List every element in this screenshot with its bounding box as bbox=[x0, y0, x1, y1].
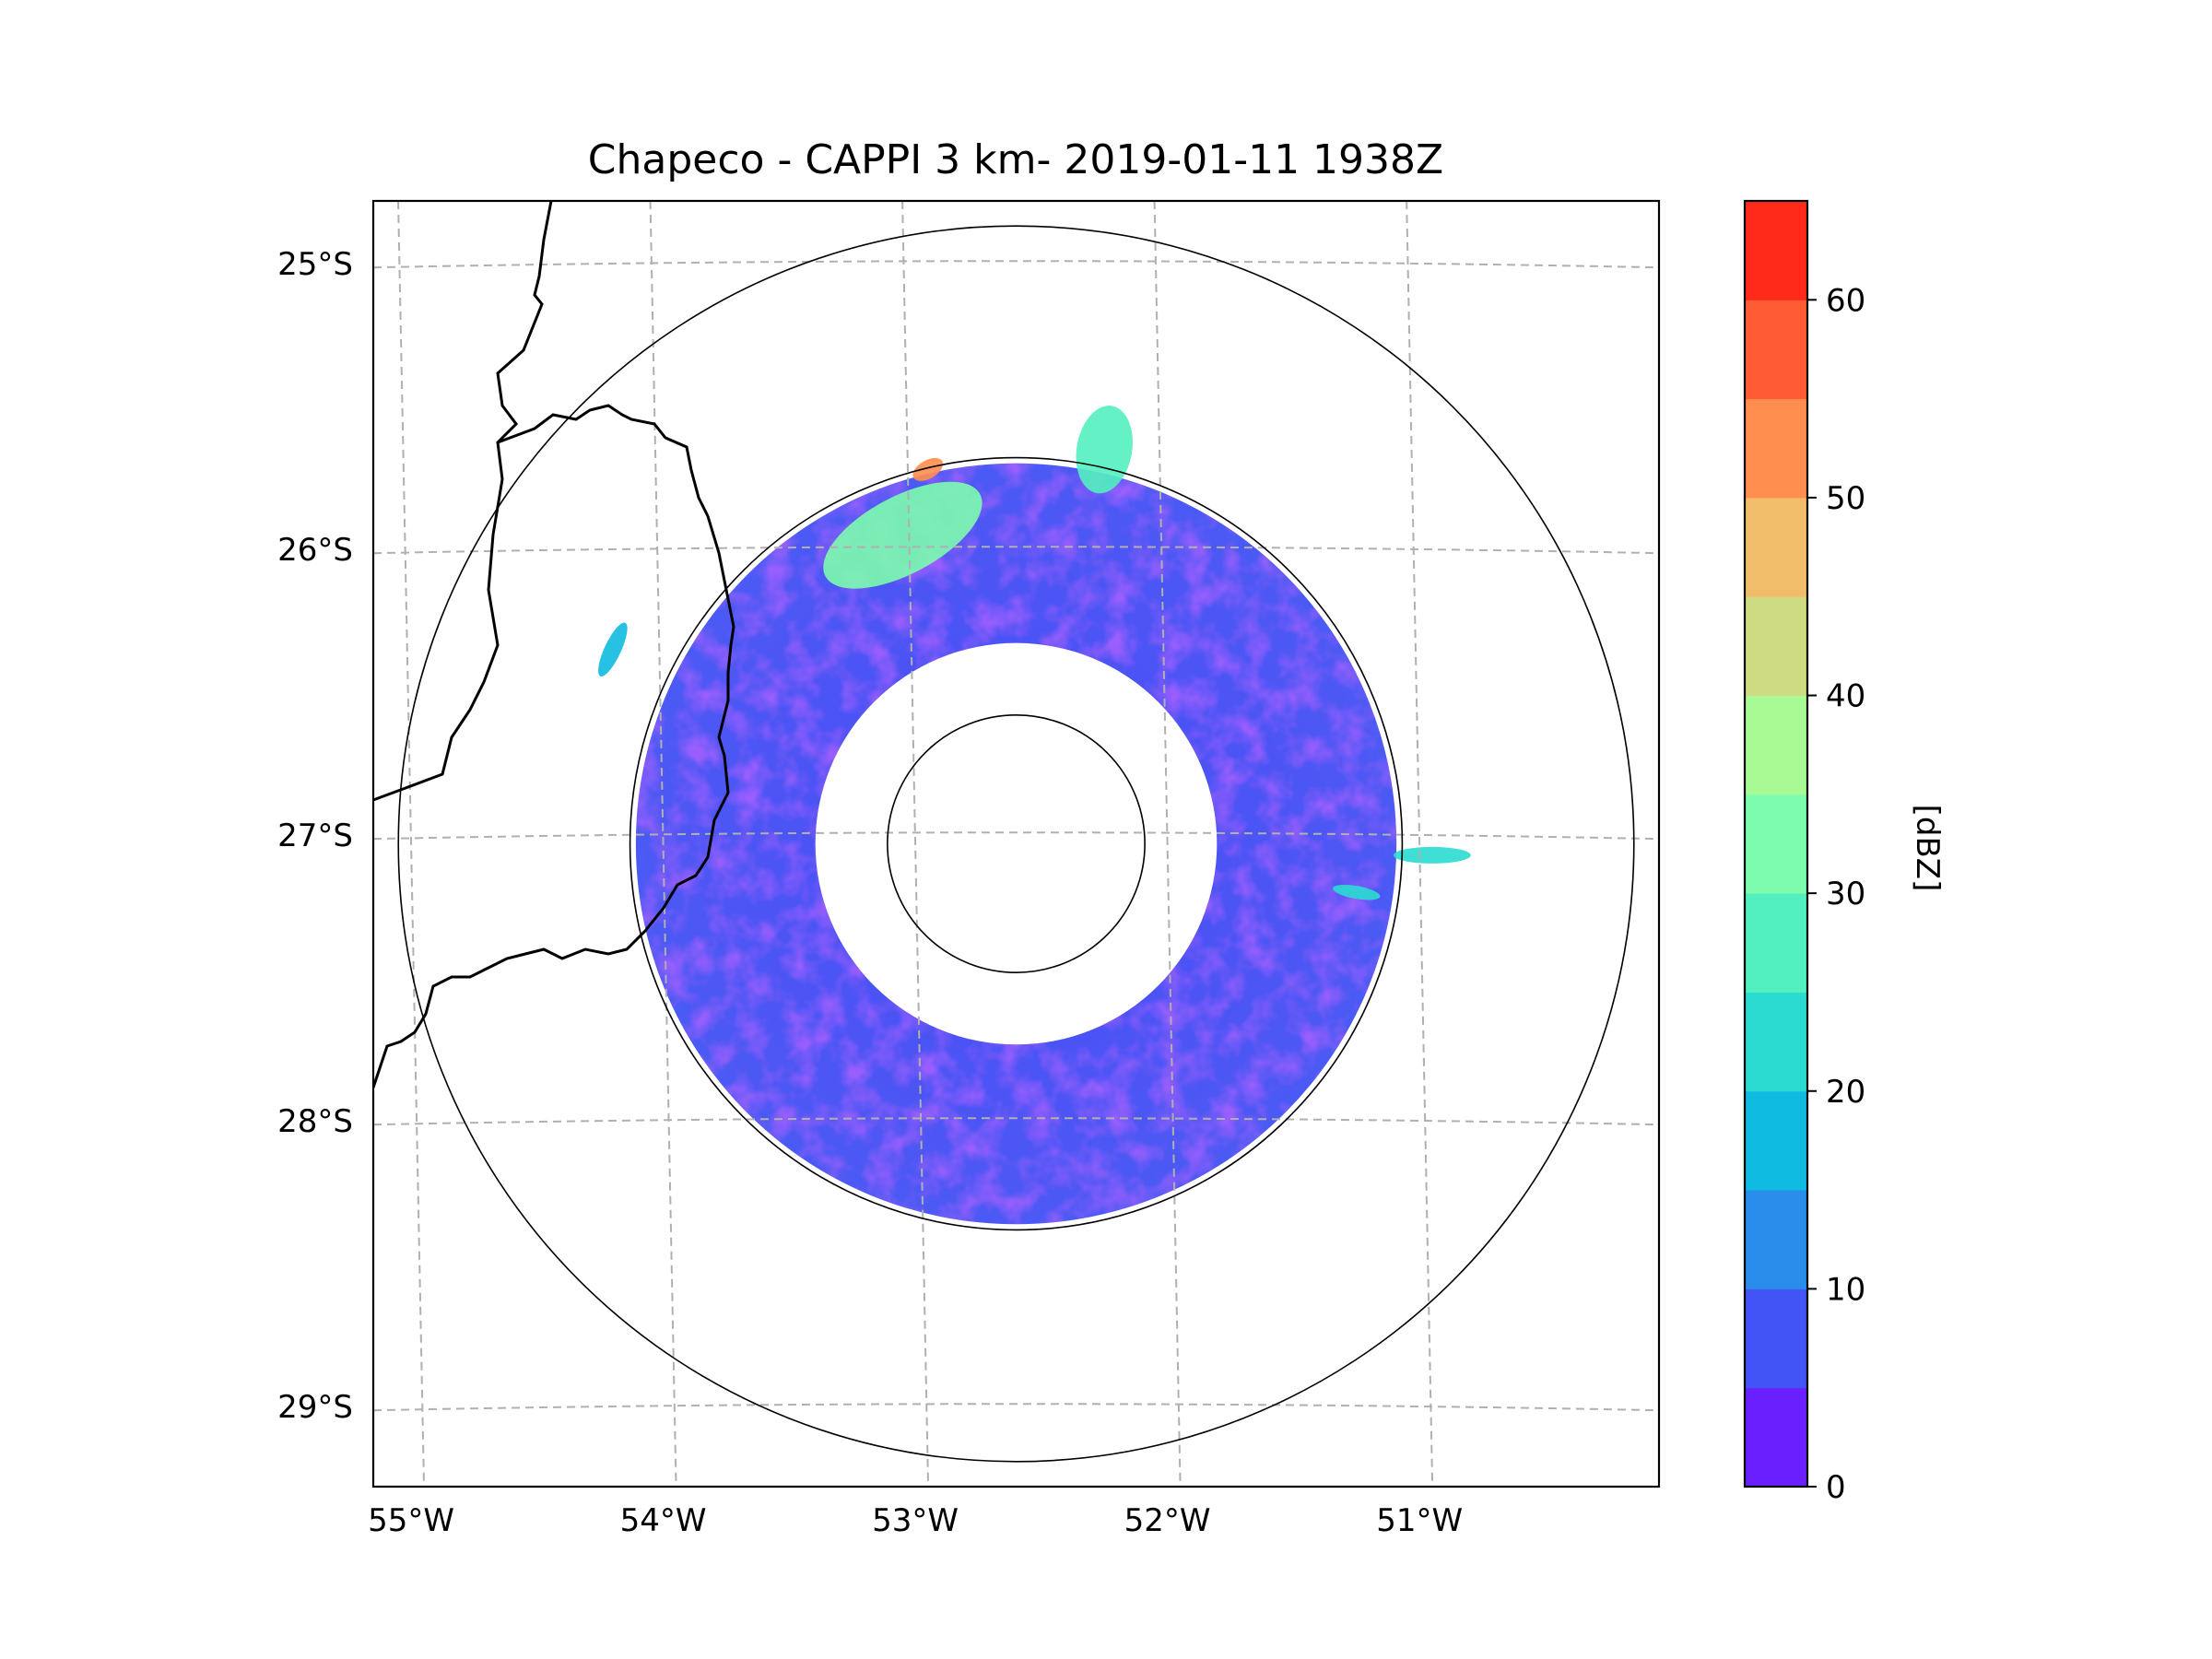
echo-cell bbox=[598, 622, 628, 677]
colorbar-tick-label: 10 bbox=[1826, 1271, 1865, 1308]
range-ring bbox=[397, 225, 1635, 1463]
echo-field bbox=[635, 463, 1397, 1225]
x-tick-label: 54°W bbox=[620, 1502, 707, 1539]
colorbar-tick-label: 30 bbox=[1826, 876, 1865, 912]
colorbar-frame bbox=[1743, 199, 1809, 1488]
echo-base bbox=[635, 463, 1397, 1225]
gridline-lat bbox=[373, 546, 1659, 555]
gridline-lon bbox=[649, 201, 677, 1487]
gridline-lat bbox=[373, 1403, 1659, 1412]
colorbar-ticks: 0 10 20 30 40 50 60 bbox=[1807, 282, 1865, 1506]
colorbar-level bbox=[1745, 1090, 1807, 1191]
chart-title: Chapeco - CAPPI 3 km- 2019-01-11 1938Z bbox=[588, 136, 1443, 183]
gridlines bbox=[373, 201, 1659, 1487]
colorbar bbox=[1743, 199, 1809, 1488]
border-line-state bbox=[373, 404, 735, 1088]
gridline-lat bbox=[373, 260, 1659, 269]
axes-frame bbox=[371, 199, 1661, 1488]
y-tick-label: 28°S bbox=[277, 1103, 353, 1140]
x-tick-label: 55°W bbox=[368, 1502, 454, 1539]
x-tick-label: 53°W bbox=[872, 1502, 959, 1539]
y-tick-label: 29°S bbox=[277, 1389, 353, 1426]
gridline-lat bbox=[373, 1117, 1659, 1126]
gridline-lon bbox=[1406, 201, 1434, 1487]
gridline-lon bbox=[901, 201, 930, 1487]
colorbar-level bbox=[1745, 992, 1807, 1092]
y-axis-ticks: 25°S 26°S 27°S 28°S 29°S bbox=[277, 246, 353, 1426]
colorbar-label: [dBZ] bbox=[1909, 805, 1946, 892]
echo-cell bbox=[1333, 884, 1381, 900]
colorbar-level bbox=[1745, 398, 1807, 499]
colorbar-tick-label: 40 bbox=[1826, 678, 1865, 715]
colorbar-tick-label: 50 bbox=[1826, 480, 1865, 517]
echo-speckle bbox=[635, 463, 1397, 1225]
plot-area bbox=[373, 201, 1659, 1487]
echo-cell bbox=[1393, 846, 1471, 864]
x-tick-label: 51°W bbox=[1376, 1502, 1463, 1539]
echo-cell bbox=[823, 481, 982, 589]
colorbar-level bbox=[1745, 794, 1807, 894]
gridline-lon bbox=[397, 201, 426, 1487]
state-borders bbox=[373, 201, 735, 1088]
colorbar-level bbox=[1745, 596, 1807, 697]
range-ring bbox=[629, 456, 1404, 1231]
y-tick-label: 27°S bbox=[277, 818, 353, 854]
y-tick-label: 25°S bbox=[277, 246, 353, 283]
echo-cell bbox=[912, 457, 944, 481]
y-tick-label: 26°S bbox=[277, 532, 353, 569]
gridline-lon bbox=[1153, 201, 1182, 1487]
colorbar-level bbox=[1745, 1190, 1807, 1289]
colorbar-level bbox=[1745, 300, 1807, 400]
colorbar-level bbox=[1745, 497, 1807, 597]
colorbar-level bbox=[1745, 695, 1807, 795]
colorbar-level bbox=[1745, 893, 1807, 993]
colorbar-tick-label: 60 bbox=[1826, 282, 1865, 319]
colorbar-tick-label: 0 bbox=[1826, 1469, 1846, 1506]
colorbar-tick-label: 20 bbox=[1826, 1074, 1865, 1111]
range-rings bbox=[397, 225, 1635, 1463]
colorbar-level bbox=[1745, 1387, 1807, 1488]
colorbar-level bbox=[1745, 1288, 1807, 1389]
range-ring bbox=[887, 714, 1146, 973]
colorbar-level bbox=[1745, 201, 1807, 300]
x-tick-label: 52°W bbox=[1124, 1502, 1211, 1539]
x-axis-ticks: 55°W 54°W 53°W 52°W 51°W bbox=[368, 1502, 1463, 1539]
gridline-lat bbox=[373, 831, 1659, 841]
